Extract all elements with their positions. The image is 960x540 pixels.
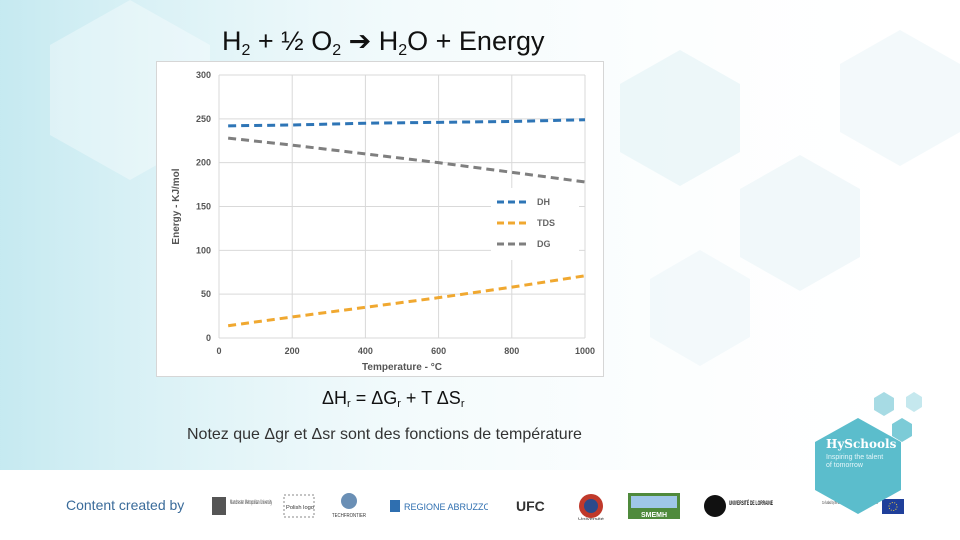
x-tick-label: 800 [504, 346, 519, 356]
content-credit: Content created by [66, 497, 185, 513]
series-line-tds [227, 274, 586, 328]
svg-text:Polish logo: Polish logo [286, 505, 314, 511]
logo-smemh: SMEMH [627, 490, 681, 522]
legend-box [491, 188, 579, 260]
footer [0, 470, 960, 540]
hyschools-badge [815, 418, 901, 514]
x-tick-label: 200 [285, 346, 300, 356]
legend-label: DH [537, 197, 550, 207]
energy-chart: 0 50 100 150 200 250 300 0 200 400 600 800 1000 Tempe… [156, 61, 604, 377]
y-tick-label: 0 [206, 333, 211, 343]
reaction-title: H2 + ½ O2 ➔ H2O + Energy [222, 26, 545, 59]
badge-title: HySchools [826, 437, 897, 451]
x-tick-label: 1000 [575, 346, 595, 356]
svg-text:UFC: UFC [516, 498, 545, 514]
x-axis-label: Temperature - °C [362, 362, 442, 373]
svg-text:UNIVERSITÉ DE LORRAINE: UNIVERSITÉ DE LORRAINE [729, 499, 773, 507]
badge-subtitle: Inspiring the talent of tomorrow [826, 454, 884, 469]
logo-universite-lorraine: UNIVERSITÉ DE LORRAINE [702, 490, 774, 522]
legend-label: DG [537, 239, 551, 249]
logo-techfrontier: TECHFRONTIER [330, 490, 368, 522]
x-tick-label: 0 [216, 346, 221, 356]
svg-text:Université: Université [578, 516, 605, 521]
logo-manchester: Manchester Metropolitan University [210, 490, 274, 522]
gibbs-formula: ΔHr = ΔGr + T ΔSr [322, 388, 465, 410]
logo-universite: Université [575, 490, 607, 522]
logo-ufc: UFC [512, 490, 554, 522]
y-axis-label: Energy - KJ/mol [171, 168, 182, 244]
svg-text:Manchester Metropolitan Univer: Manchester Metropolitan University [230, 500, 272, 506]
logo-polish: Polish logo [280, 490, 320, 522]
y-tick-label: 300 [196, 70, 211, 80]
logo-regione-abruzzo: REGIONE ABRUZZO [388, 490, 488, 522]
y-tick-label: 150 [196, 202, 211, 212]
svg-text:TECHFRONTIER: TECHFRONTIER [332, 513, 366, 519]
svg-text:SMEMH: SMEMH [641, 512, 667, 519]
y-tick-label: 250 [196, 114, 211, 124]
x-tick-label: 400 [358, 346, 373, 356]
x-tick-label: 600 [431, 346, 446, 356]
y-tick-label: 100 [196, 245, 211, 255]
series-line-dh [228, 118, 586, 128]
chart-svg: 0 50 100 150 200 250 300 0 200 400 600 800 1000 Tempe… [171, 70, 595, 373]
temperature-note: Notez que Δgr et Δsr sont des fonctions … [187, 426, 582, 443]
series-line-dg [227, 136, 586, 184]
arrow-icon: ➔ [348, 26, 372, 56]
y-tick-label: 200 [196, 158, 211, 168]
svg-text:REGIONE ABRUZZO: REGIONE ABRUZZO [404, 502, 488, 512]
legend-label: TDS [537, 218, 555, 228]
y-tick-label: 50 [201, 289, 211, 299]
